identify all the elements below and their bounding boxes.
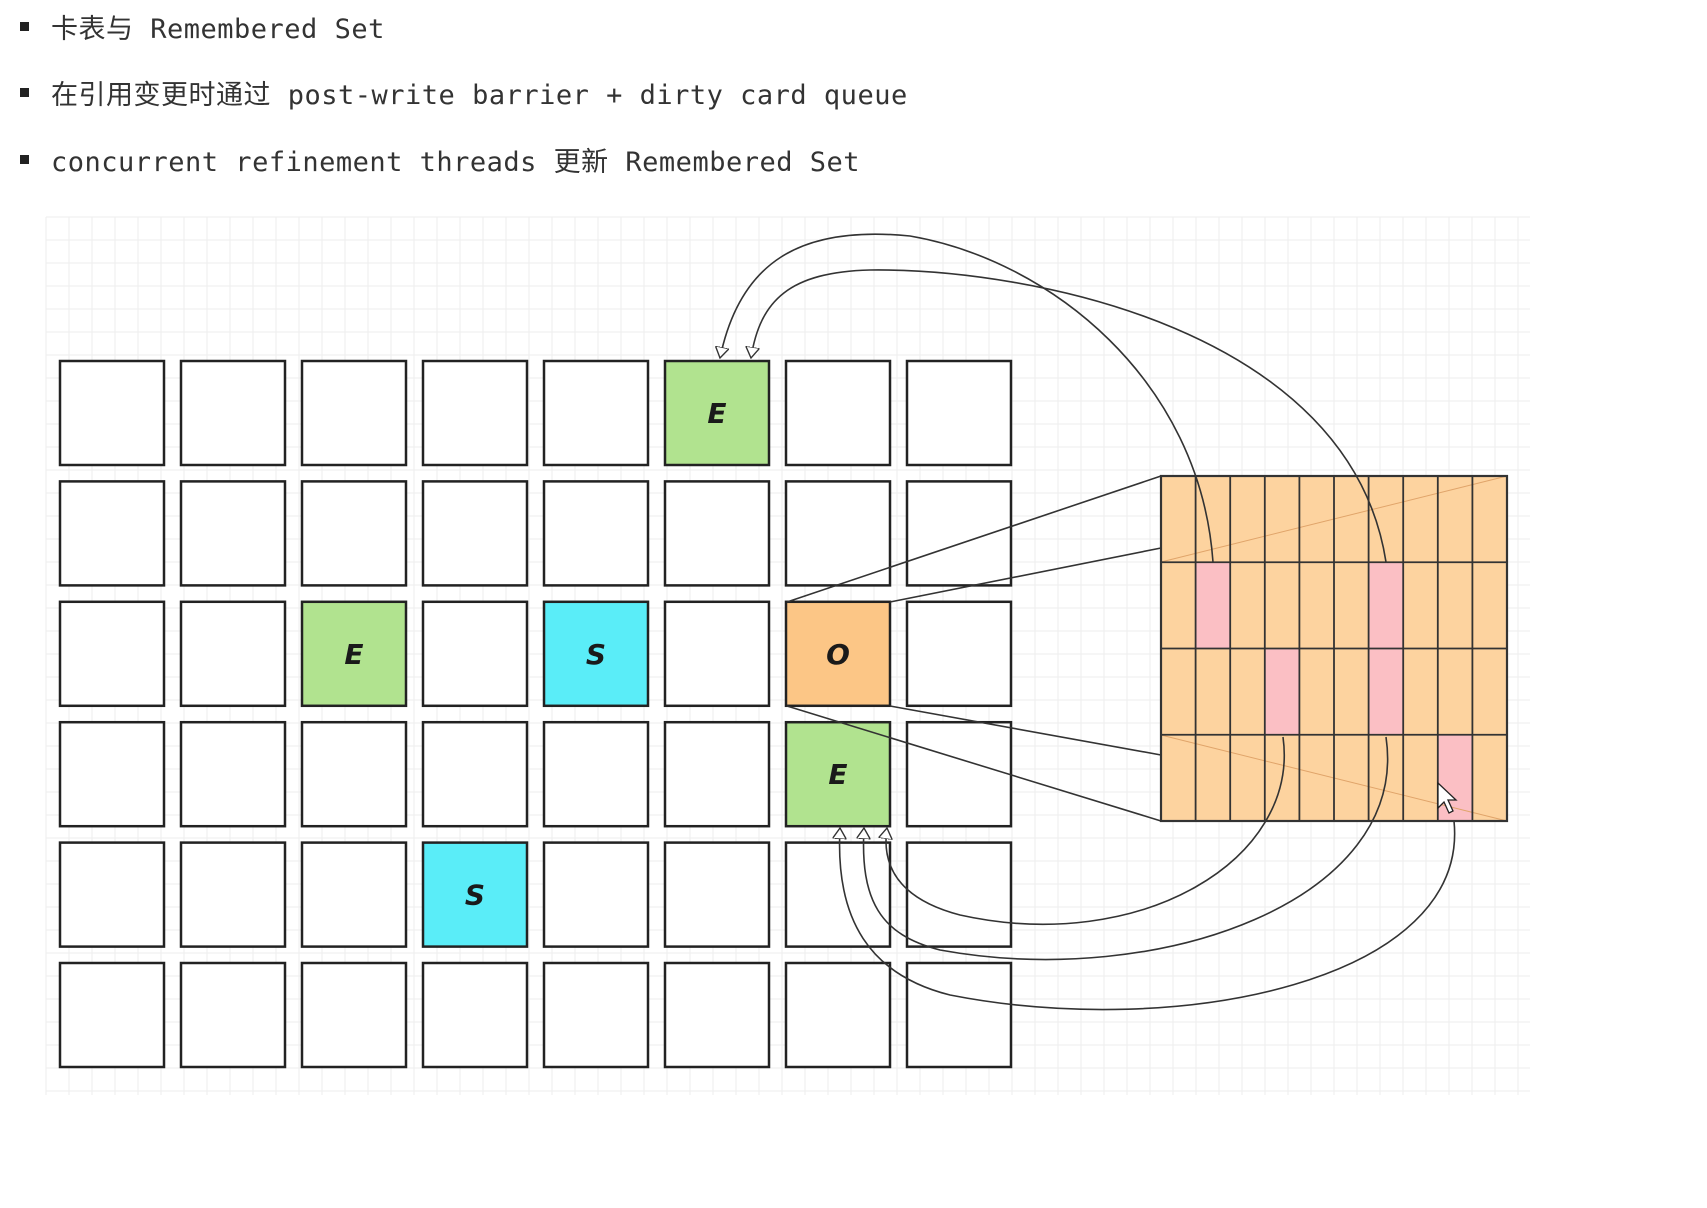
- region-box: [905, 720, 1013, 828]
- dirty-card: [1368, 562, 1404, 649]
- region-box: [421, 720, 529, 828]
- region-box-o: [784, 600, 892, 708]
- region-box: [421, 961, 529, 1069]
- region-label: E: [344, 638, 363, 671]
- region-box: [300, 359, 408, 467]
- region-box: [179, 480, 287, 587]
- region-box: [663, 841, 771, 948]
- region-box: [905, 961, 1013, 1069]
- region-box: [542, 961, 650, 1069]
- region-box: [58, 600, 166, 708]
- region-box: [542, 480, 650, 587]
- zoom-guide-line: [786, 705, 1162, 822]
- bullet-marker: [20, 154, 29, 164]
- card-table-border: [1159, 474, 1509, 823]
- region-box: [58, 841, 166, 948]
- region-box: [663, 720, 771, 828]
- region-box: [179, 720, 287, 828]
- region-label: O: [826, 638, 850, 671]
- region-box: [784, 359, 892, 467]
- region-box: [663, 961, 771, 1069]
- region-box: [663, 480, 771, 587]
- zoom-guide-line: [889, 705, 1162, 756]
- region-box-e: [784, 720, 892, 828]
- region-box: [179, 961, 287, 1069]
- bullet-text: 卡表与 Remembered Set: [51, 13, 385, 45]
- region-label: E: [828, 758, 847, 791]
- region-label: S: [586, 638, 606, 671]
- region-box: [542, 841, 650, 948]
- dirty-card: [1437, 734, 1473, 821]
- region-box: [784, 841, 892, 948]
- region-box: [179, 841, 287, 948]
- region-box: [421, 600, 529, 708]
- region-box: [663, 600, 771, 708]
- zoom-guide-line: [786, 475, 1162, 603]
- region-box: [784, 961, 892, 1069]
- region-box: [179, 359, 287, 467]
- region-box: [905, 600, 1013, 708]
- region-box: [905, 480, 1013, 587]
- region-box-s: [542, 600, 650, 708]
- region-box-e: [663, 359, 771, 467]
- region-box: [905, 359, 1013, 467]
- zoom-guide-line: [889, 547, 1162, 603]
- dirty-card: [1195, 562, 1231, 649]
- reference-arrow: [886, 736, 1286, 925]
- region-label: S: [465, 879, 485, 912]
- reference-arrow: [840, 820, 1456, 1011]
- dirty-card: [1368, 648, 1404, 735]
- region-box: [421, 480, 529, 587]
- region-box: [179, 600, 287, 708]
- region-box: [300, 961, 408, 1069]
- bullet-text: 在引用变更时通过 post-write barrier + dirty card…: [51, 79, 908, 111]
- region-box: [300, 720, 408, 828]
- reference-arrow: [751, 269, 1387, 563]
- region-box: [784, 480, 892, 587]
- bullet-text: concurrent refinement threads 更新 Remembe…: [51, 146, 860, 178]
- bullet-item: concurrent refinement threads 更新 Remembe…: [20, 137, 860, 181]
- heap-region-grid: E E S O E S: [58, 359, 1013, 1069]
- region-box: [58, 720, 166, 828]
- region-box: [58, 961, 166, 1069]
- reference-arrow: [864, 736, 1389, 961]
- region-box: [300, 841, 408, 948]
- bullet-item: 在引用变更时通过 post-write barrier + dirty card…: [20, 70, 908, 114]
- region-box-e: [300, 600, 408, 708]
- bullet-marker: [20, 87, 29, 97]
- dirty-card: [1264, 648, 1300, 735]
- bullet-marker: [20, 21, 29, 31]
- region-box-s: [421, 841, 529, 948]
- region-label: E: [707, 397, 726, 430]
- region-box: [905, 841, 1013, 948]
- region-box: [421, 359, 529, 467]
- region-box: [542, 720, 650, 828]
- bullet-item: 卡表与 Remembered Set: [20, 4, 385, 48]
- region-box: [58, 480, 166, 587]
- region-box: [58, 359, 166, 467]
- reference-arrow: [720, 233, 1214, 563]
- connector-lines: [720, 233, 1456, 1011]
- mouse-cursor-icon: [1437, 781, 1458, 814]
- cursor-arrow: [1437, 781, 1458, 814]
- card-table: [1159, 474, 1509, 823]
- region-box: [300, 480, 408, 587]
- region-box: [542, 359, 650, 467]
